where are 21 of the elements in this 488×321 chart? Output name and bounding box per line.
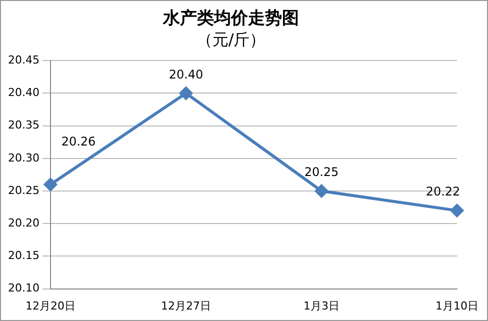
x-tick-label: 1月3日 [303, 299, 340, 312]
point [179, 86, 192, 100]
chart-title: 水产类均价走势图 [162, 8, 299, 29]
y-tick-label: 20.25 [8, 184, 40, 197]
chart-subtitle: （元/斤） [196, 30, 266, 50]
y-tick-label: 20.30 [8, 151, 40, 164]
y-tick-label: 20.20 [8, 216, 40, 230]
point [450, 204, 464, 218]
data-label: 20.40 [168, 67, 204, 82]
y-tick-label: 20.45 [8, 53, 40, 66]
x-tick-label: 12月27日 [160, 299, 211, 312]
x-tick-label: 12月20日 [25, 299, 76, 312]
y-tick-label: 20.40 [8, 86, 40, 100]
point [314, 184, 328, 198]
y-tick-label: 20.35 [8, 118, 40, 132]
y-tick-label: 20.15 [8, 249, 40, 262]
data-label: 20.26 [61, 134, 96, 149]
y-tick-label: 20.10 [8, 282, 40, 295]
data-label: 20.25 [304, 165, 339, 180]
x-tick-label: 1月10日 [436, 299, 478, 312]
data-label: 20.22 [426, 184, 460, 199]
